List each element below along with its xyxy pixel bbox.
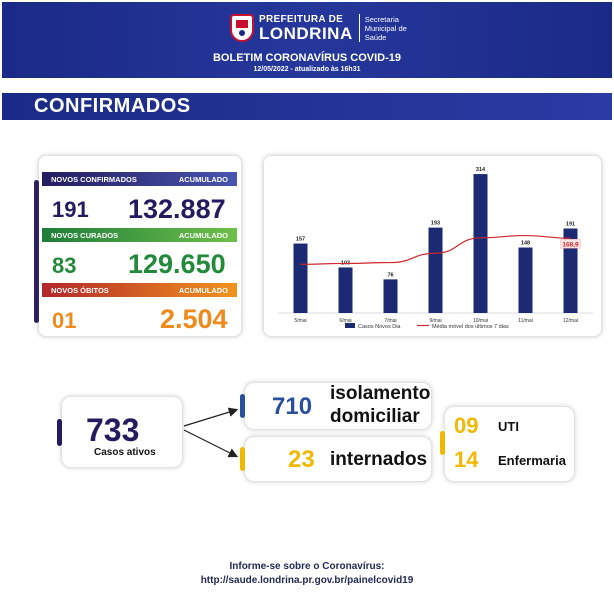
legend-bar-swatch — [345, 323, 355, 328]
deaths-acc-value: 2.504 — [160, 304, 228, 334]
chart-moving-average-line — [300, 234, 571, 265]
active-accent-bar — [57, 419, 62, 446]
deaths-new-value: 01 — [52, 308, 77, 333]
chart-avg-label-bg — [560, 239, 581, 249]
recovered-acc-label: ACUMULADO — [178, 230, 228, 240]
legend-bar-label: Casos Novos Dia — [358, 324, 401, 330]
chart-bar-value-label: 314 — [476, 167, 486, 173]
recovered-label: NOVOS CURADOS — [51, 230, 119, 240]
uti-ward-box — [444, 406, 575, 482]
chart-x-tick-label: 9/mai — [429, 318, 441, 324]
city-crest-icon — [230, 14, 254, 42]
bulletin-title: BOLETIM CORONAVÍRUS COVID-19 — [212, 52, 402, 64]
chart-x-tick-label: 11/mai — [518, 318, 533, 324]
chart-bar-value-label: 157 — [296, 237, 305, 243]
recovered-header: NOVOS CURADOS ACUMULADO — [42, 228, 237, 242]
hosp-accent-bar — [240, 447, 245, 471]
logo-divider — [358, 14, 360, 42]
hospitalized-value: 23 — [288, 446, 315, 473]
arrow-to-hosp-icon — [183, 429, 239, 458]
chart-bar — [563, 228, 578, 313]
confirmed-acc-label: ACUMULADO — [178, 174, 228, 184]
confirmed-label: NOVOS CONFIRMADOS — [51, 174, 137, 184]
logo-top-text: PREFEITURA DE — [259, 13, 344, 25]
cases-chart: 1575/mai1036/mai767/mai1939/mai31410/mai… — [278, 167, 593, 330]
chart-x-tick-label: 7/mai — [384, 318, 396, 324]
chart-x-tick-label: 5/mai — [294, 318, 306, 324]
confirmed-acc-value: 132.887 — [128, 194, 226, 224]
home-isolation-value: 710 — [272, 393, 313, 420]
arrow-to-home-icon — [183, 407, 239, 427]
active-cases-value: 733 — [86, 412, 140, 448]
footer-link[interactable]: http://saude.londrina.pr.gov.br/painelco… — [200, 575, 414, 586]
logo-sec-line: Municipal de — [364, 23, 407, 33]
deaths-label: NOVOS ÓBITOS — [51, 285, 109, 295]
footer-info-text: Informe-se sobre o Coronavírus: — [229, 561, 385, 572]
chart-bar-value-label: 191 — [566, 221, 575, 227]
chart-bar-value-label: 193 — [431, 221, 440, 227]
ward-label: Enfermaria — [498, 453, 566, 468]
home-accent-bar — [240, 394, 245, 418]
chart-bar — [338, 267, 353, 313]
deaths-header: NOVOS ÓBITOS ACUMULADO — [42, 283, 237, 297]
confirmed-header: NOVOS CONFIRMADOS ACUMULADO — [42, 172, 237, 186]
legend-line-label: Média móvel dos últimos 7 dias — [432, 324, 509, 330]
hospitalized-label: internados — [330, 449, 428, 470]
chart-bar — [383, 279, 398, 313]
logo-sec-line: Secretaria — [364, 14, 399, 24]
chart-x-tick-label: 10/mai — [473, 318, 488, 324]
logo-sec-line: Saúde — [364, 32, 387, 42]
chart-bar — [518, 247, 533, 313]
chart-avg-value-label: 168,9 — [562, 241, 579, 248]
ward-value: 14 — [454, 447, 479, 472]
chart-bar — [428, 227, 443, 313]
stats-accent-bar — [34, 180, 39, 323]
recovered-acc-value: 129.650 — [128, 249, 226, 279]
deaths-acc-label: ACUMULADO — [178, 285, 228, 295]
uti-accent-bar — [440, 431, 445, 455]
confirmed-new-value: 191 — [52, 197, 89, 222]
active-cases-label: Casos ativos — [94, 447, 156, 458]
hospitalized-box — [244, 436, 432, 482]
chart-x-tick-label: 6/mai — [339, 318, 351, 324]
uti-value: 09 — [454, 413, 479, 438]
chart-x-tick-label: 12/mai — [563, 318, 578, 324]
header: PREFEITURA DE LONDRINA Secretaria Munici… — [2, 2, 612, 78]
logo-secretaria: Secretaria Municipal de Saúde — [365, 15, 407, 42]
chart-bar-value-label: 148 — [521, 241, 530, 247]
uti-label: UTI — [498, 419, 519, 434]
logo-main-text: LONDRINA — [259, 23, 353, 43]
home-isolation-label1: isolamento — [330, 383, 431, 404]
chart-bar — [293, 243, 308, 313]
home-isolation-label2: domiciliar — [330, 406, 420, 427]
section-banner: CONFIRMADOS — [2, 93, 612, 120]
home-isolation-box — [244, 382, 432, 430]
chart-bar — [473, 174, 488, 313]
logo: PREFEITURA DE LONDRINA Secretaria Munici… — [230, 12, 407, 44]
chart-bar-value-label: 76 — [387, 272, 393, 278]
section-title: CONFIRMADOS — [34, 95, 191, 117]
recovered-new-value: 83 — [52, 253, 77, 278]
flow-arrows — [183, 407, 239, 458]
bulletin-date: 12/05/2022 - atualizado às 16h31 — [253, 66, 361, 73]
